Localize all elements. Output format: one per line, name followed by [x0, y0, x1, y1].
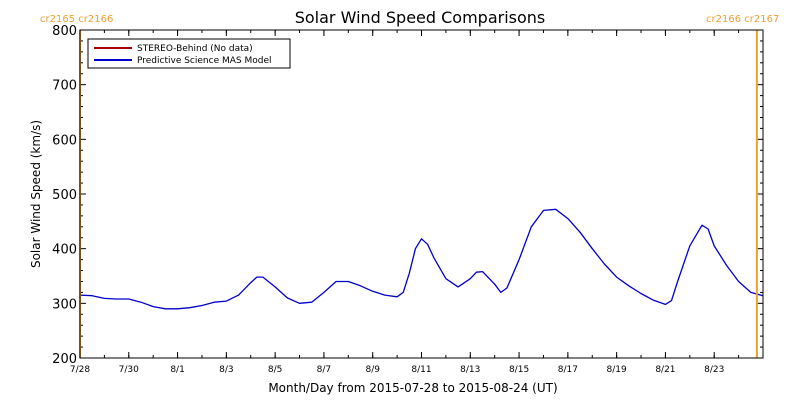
y-tick-label-300: 300 [52, 297, 77, 312]
legend-box [87, 38, 291, 69]
y-axis: 200 300 400 500 600 700 800 [52, 24, 763, 367]
y-tick-label-200: 200 [52, 352, 77, 367]
x-axis-label: Month/Day from 2015-07-28 to 2015-08-24 … [268, 381, 557, 395]
x-tick-label-8/11: 8/11 [411, 365, 431, 375]
x-tick-label-8/17: 8/17 [558, 365, 578, 375]
y-tick-label-400: 400 [52, 243, 77, 258]
legend-label-stereo: STEREO-Behind (No data) [137, 44, 253, 54]
y-axis-label: Solar Wind Speed (km/s) [29, 120, 43, 268]
x-tick-label-8/21: 8/21 [655, 365, 675, 375]
x-tick-label-8/5: 8/5 [268, 365, 282, 375]
x-tick-label-8/1: 8/1 [170, 365, 184, 375]
y-tick-label-600: 600 [52, 133, 77, 148]
x-tick-label-7/30: 7/30 [119, 365, 139, 375]
plot-frame [79, 29, 764, 359]
y-tick-label-800: 800 [52, 24, 77, 39]
x-tick-label-8/7: 8/7 [317, 365, 331, 375]
y-tick-label-500: 500 [52, 188, 77, 203]
series-layer [79, 208, 764, 310]
legend-label-mas: Predictive Science MAS Model [137, 56, 272, 66]
x-tick-label-7/28: 7/28 [70, 365, 90, 375]
x-axis: 7/28 7/30 8/1 8/3 8/5 8/7 8/9 8/11 8/13 8/15 8/17 8… [70, 30, 764, 375]
legend: STEREO-Behind (No data) Predictive Scien… [87, 38, 291, 69]
plot-background [80, 30, 763, 358]
x-tick-label-8/9: 8/9 [365, 365, 380, 375]
y-tick-label-700: 700 [52, 79, 77, 94]
x-tick-label-8/3: 8/3 [219, 365, 233, 375]
x-tick-label-8/13: 8/13 [460, 365, 480, 375]
chart-title: Solar Wind Speed Comparisons [295, 8, 546, 27]
x-tick-label-8/23: 8/23 [704, 365, 724, 375]
cr-label-right: cr2166 cr2167 [706, 14, 779, 25]
x-tick-label-8/15: 8/15 [509, 365, 529, 375]
cr-label-left: cr2165 cr2166 [40, 14, 113, 25]
x-tick-label-8/19: 8/19 [607, 365, 627, 375]
series-line-1 [79, 208, 764, 310]
